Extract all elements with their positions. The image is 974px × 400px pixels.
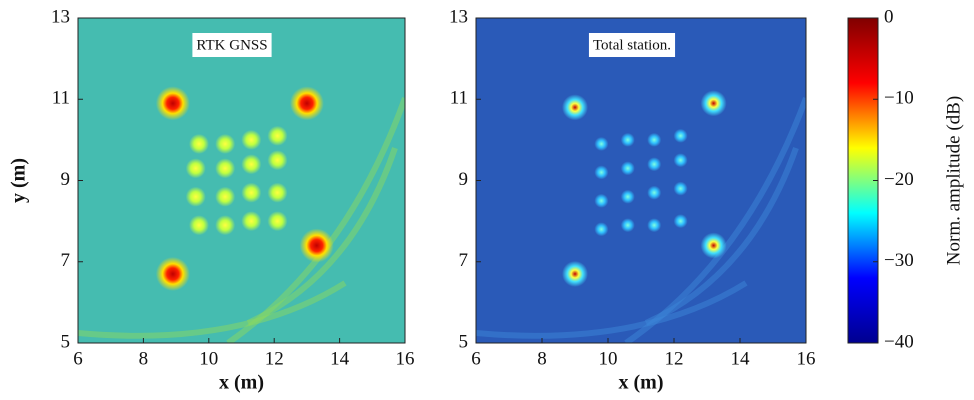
target xyxy=(267,125,288,146)
y-tick-label: 5 xyxy=(61,331,71,352)
y-tick-label: 11 xyxy=(52,88,70,109)
target xyxy=(188,215,209,236)
target xyxy=(289,86,324,121)
target xyxy=(241,154,262,175)
target xyxy=(647,185,662,200)
colorbar-label: Norm. amplitude (dB) xyxy=(943,96,964,265)
target xyxy=(594,136,609,151)
y-tick-label: 13 xyxy=(449,6,468,27)
x-tick-label: 12 xyxy=(665,348,684,369)
target xyxy=(673,214,688,229)
target xyxy=(188,133,209,154)
target xyxy=(620,218,635,233)
texture xyxy=(644,147,799,326)
target xyxy=(594,222,609,237)
target xyxy=(700,232,727,259)
target xyxy=(241,129,262,150)
heatmap xyxy=(78,18,405,343)
target xyxy=(185,158,206,179)
x-tick-label: 8 xyxy=(537,348,547,369)
colorbar-tick-label: −20 xyxy=(884,169,914,190)
y-tick-label: 11 xyxy=(450,88,468,109)
target xyxy=(620,132,635,147)
colorbar-tick-label: −10 xyxy=(884,88,914,109)
x-tick-label: 10 xyxy=(199,348,218,369)
x-tick-label: 16 xyxy=(396,348,415,369)
target xyxy=(562,260,588,287)
target xyxy=(185,186,206,207)
y-tick-label: 7 xyxy=(61,250,71,271)
target xyxy=(647,132,662,147)
target xyxy=(215,133,236,154)
heatmap-background xyxy=(78,18,405,343)
colorbar-tick-label: 0 xyxy=(884,6,894,27)
target xyxy=(155,256,190,291)
x-tick-label: 6 xyxy=(471,348,481,369)
y-tick-label: 13 xyxy=(51,6,70,27)
target xyxy=(647,157,662,172)
y-tick-label: 9 xyxy=(61,169,71,190)
annotation-box xyxy=(588,33,676,57)
target xyxy=(299,228,334,263)
target xyxy=(673,128,688,143)
target xyxy=(620,161,635,176)
target xyxy=(647,218,662,233)
target xyxy=(594,165,609,180)
x-tick-label: 6 xyxy=(73,348,83,369)
annotation: RTK GNSS xyxy=(196,37,267,53)
x-axis-label: x (m) xyxy=(219,372,264,394)
y-tick-label: 9 xyxy=(459,169,469,190)
target xyxy=(215,158,236,179)
target xyxy=(241,211,262,232)
target xyxy=(267,211,288,232)
heatmap xyxy=(476,18,806,343)
annotation-box xyxy=(192,33,272,57)
x-tick-label: 10 xyxy=(599,348,618,369)
texture xyxy=(476,280,748,339)
x-tick-label: 12 xyxy=(265,348,284,369)
target xyxy=(620,189,635,204)
target xyxy=(267,150,288,171)
texture xyxy=(246,147,398,326)
target xyxy=(215,186,236,207)
target xyxy=(594,193,609,208)
colorbar-tick-label: −30 xyxy=(884,250,914,271)
target xyxy=(215,215,236,236)
heatmap-background xyxy=(476,18,806,343)
y-axis-label: y (m) xyxy=(8,158,30,203)
x-tick-label: 16 xyxy=(797,348,816,369)
target xyxy=(673,181,688,196)
target xyxy=(673,153,688,168)
target xyxy=(700,90,727,117)
x-tick-label: 14 xyxy=(731,348,751,369)
target xyxy=(267,182,288,203)
texture xyxy=(78,280,347,339)
colorbar-tick-label: −40 xyxy=(884,331,914,352)
y-tick-label: 7 xyxy=(459,250,469,271)
target xyxy=(241,182,262,203)
target xyxy=(155,86,190,121)
y-tick-label: 5 xyxy=(459,331,469,352)
annotation: Total station. xyxy=(593,37,671,53)
x-tick-label: 14 xyxy=(330,348,350,369)
target xyxy=(562,94,588,121)
x-axis-label: x (m) xyxy=(619,372,664,394)
x-tick-label: 8 xyxy=(139,348,149,369)
